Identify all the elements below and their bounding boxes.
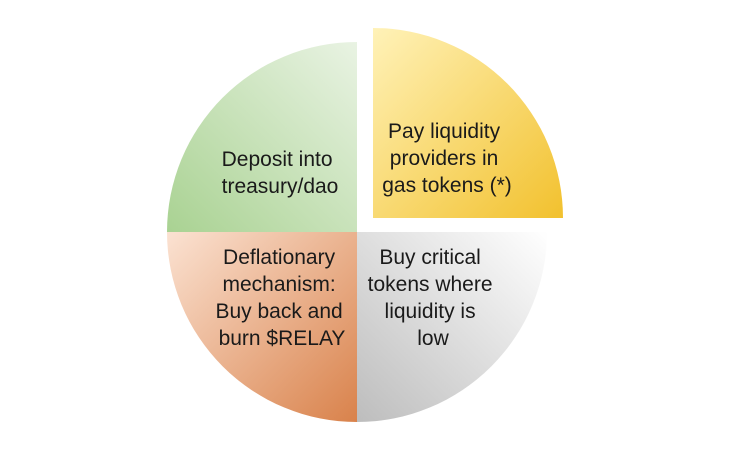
quadrant-label-line: liquidity is <box>385 300 476 323</box>
quadrant-label-top-right: Pay liquidity providers in gas tokens (*… <box>382 120 512 197</box>
quadrant-label-line: Deposit into <box>222 148 333 171</box>
quadrant-label-top-left: Deposit into treasury/dao <box>222 148 339 198</box>
quadrant-label-line: mechanism: <box>222 273 335 296</box>
quadrant-label-line: gas tokens (*) <box>382 174 512 197</box>
quadrant-shape-bottom-left <box>167 232 357 422</box>
quadrant-label-line: Buy back and <box>215 300 342 323</box>
quadrant-label-line: tokens where <box>368 273 493 296</box>
quadrant-label-bottom-left: Deflationary mechanism: Buy back and bur… <box>215 246 348 350</box>
quadrant-label-line: low <box>417 327 449 350</box>
quadrant-label-line: burn $RELAY <box>219 327 346 350</box>
quadrant-shape-top-left <box>167 42 357 232</box>
quadrant-label-bottom-right: Buy critical tokens where liquidity is l… <box>368 246 499 350</box>
quadrant-pay-liquidity-providers: Pay liquidity providers in gas tokens (*… <box>373 28 563 218</box>
quadrant-label-line: Deflationary <box>223 246 336 269</box>
quadrant-buy-critical-tokens: Buy critical tokens where liquidity is l… <box>357 232 547 422</box>
quadrant-deflationary-mechanism: Deflationary mechanism: Buy back and bur… <box>167 232 357 422</box>
quadrant-label-line: providers in <box>390 147 499 170</box>
quadrant-shape-bottom-right <box>357 232 547 422</box>
quadrant-label-line: Buy critical <box>379 246 481 269</box>
quadrant-label-line: treasury/dao <box>222 175 339 198</box>
quadrant-label-line: Pay liquidity <box>388 120 501 143</box>
quadrant-shape-top-right <box>373 28 563 218</box>
quadrant-deposit-treasury: Deposit into treasury/dao <box>167 42 357 232</box>
